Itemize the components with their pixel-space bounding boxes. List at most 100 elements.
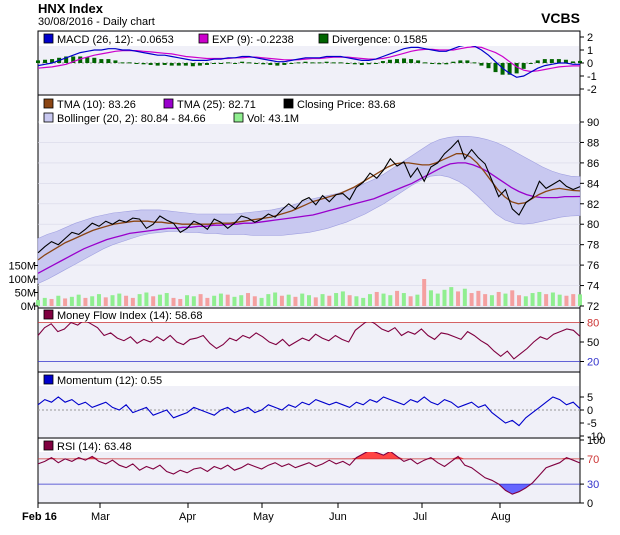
macd-divergence-bar-13: [127, 62, 132, 64]
mfi-legend-label-0: Money Flow Index (14): 58.68: [57, 310, 203, 322]
macd-divergence-bar-21: [183, 63, 188, 66]
macd-divergence-bar-54: [416, 60, 421, 63]
momentum-legend-label-0: Momentum (12): 0.55: [57, 375, 162, 387]
volume-bar-41: [313, 297, 318, 306]
macd-divergence-bar-20: [176, 63, 181, 66]
volume-bar-52: [388, 295, 393, 306]
volume-bar-40: [307, 295, 311, 306]
volume-bar-34: [266, 294, 271, 306]
volume-bar-80: [578, 294, 582, 306]
momentum-legend-bg: [39, 373, 579, 386]
volume-bar-37: [286, 294, 291, 306]
macd-divergence-bar-12: [120, 62, 125, 64]
macd-divergence-bar-35: [282, 63, 287, 65]
volume-bar-53: [395, 290, 400, 306]
volume-bar-62: [456, 291, 461, 306]
macd-legend-label-1: EXP (9): -0.2238: [212, 34, 294, 46]
macd-divergence-bar-75: [563, 59, 568, 63]
macd-divergence-bar-44: [345, 63, 350, 64]
macd-divergence-bar-69: [521, 63, 526, 69]
macd-divergence-bar-53: [409, 59, 414, 63]
volume-bar-48: [361, 297, 366, 306]
volume-bar-10: [103, 297, 108, 306]
macd-divergence-bar-36: [289, 63, 294, 64]
momentum-legend-swatch-0: [43, 374, 54, 385]
volume-bar-78: [564, 295, 569, 306]
macd-divergence-bar-65: [493, 63, 498, 73]
rsi-legend-swatch-0: [43, 440, 54, 451]
macd-divergence-bar-34: [275, 63, 280, 66]
macd-divergence-bar-7: [85, 57, 90, 63]
volume-bar-77: [557, 294, 562, 306]
price-bottom-legend-swatch-0: [43, 112, 54, 123]
volume-bar-71: [517, 295, 522, 306]
momentum-ytick-label-0: 5: [587, 392, 593, 404]
macd-divergence-bar-47: [366, 63, 371, 65]
macd-ytick-label-3: -1: [587, 71, 597, 83]
macd-divergence-bar-49: [380, 61, 385, 63]
macd-ytick-label-0: 2: [587, 32, 593, 44]
volume-bar-13: [124, 295, 129, 306]
macd-divergence-bar-32: [261, 63, 266, 65]
volume-bar-70: [510, 290, 515, 306]
volume-bar-57: [422, 279, 427, 306]
macd-divergence-bar-72: [542, 59, 547, 63]
rsi-line: [37, 449, 581, 495]
macd-divergence-bar-77: [578, 60, 582, 63]
chart-title: HNX Index: [38, 1, 104, 16]
macd-divergence-bar-59: [451, 61, 456, 63]
x-tick-label-3: May: [253, 511, 274, 523]
volume-bar-55: [408, 296, 413, 306]
macd-legend-swatch-1: [198, 33, 209, 44]
volume-bar-19: [164, 293, 169, 306]
volume-bar-50: [374, 291, 379, 306]
macd-divergence-bar-57: [437, 63, 442, 65]
volume-bar-24: [198, 294, 203, 306]
macd-divergence-bar-67: [507, 63, 512, 75]
volume-bar-6: [76, 294, 81, 306]
volume-bar-66: [483, 294, 488, 306]
price-bottom-legend-swatch-1: [233, 112, 244, 123]
volume-bar-68: [496, 291, 501, 306]
x-tick-label-4: Jun: [329, 511, 347, 523]
macd-divergence-bar-60: [458, 60, 463, 63]
macd-divergence-bar-2: [50, 59, 55, 63]
macd-divergence-bar-18: [162, 63, 167, 65]
bollinger-band: [37, 136, 581, 284]
macd-divergence-bar-40: [317, 62, 322, 64]
volume-bar-38: [293, 296, 298, 306]
macd-divergence-bar-19: [169, 63, 174, 66]
tma25-line: [37, 162, 581, 274]
macd-divergence-bar-41: [324, 61, 329, 63]
macd-divergence-bar-28: [233, 63, 238, 64]
macd-ytick-label-2: 0: [587, 58, 593, 70]
macd-divergence-bar-42: [331, 62, 336, 64]
price-top-legend-swatch-1: [163, 98, 174, 109]
volume-tick-label-0: 150M: [8, 261, 36, 273]
macd-divergence-bar-23: [197, 63, 202, 66]
x-tick-label-5: Jul: [413, 511, 427, 523]
momentum-line: [37, 396, 581, 427]
macd-divergence-bar-58: [444, 63, 449, 65]
rsi-oversold-fill: [38, 484, 580, 495]
volume-bar-16: [144, 292, 149, 306]
volume-bar-23: [191, 296, 196, 306]
macd-line: [37, 44, 580, 78]
mfi-legend-bg: [39, 309, 579, 322]
volume-bar-11: [110, 295, 115, 306]
macd-divergence-bar-51: [394, 59, 399, 63]
volume-bar-4: [63, 298, 68, 306]
price-ytick-label-1: 88: [587, 137, 599, 149]
volume-bar-30: [239, 295, 244, 306]
macd-divergence-bar-74: [556, 59, 561, 63]
price-top-legend-swatch-2: [283, 98, 294, 109]
macd-legend-bg: [39, 32, 579, 46]
macd-divergence-bar-33: [268, 63, 273, 65]
price-bottom-legend-label-0: Bollinger (20, 2): 80.84 - 84.66: [57, 113, 206, 125]
macd-divergence-bar-17: [155, 63, 160, 66]
price-top-legend-label-0: TMA (10): 83.26: [57, 99, 136, 111]
macd-ytick-label-4: -2: [587, 84, 597, 96]
volume-bar-27: [218, 293, 223, 306]
price-top-legend-label-1: TMA (25): 82.71: [177, 99, 256, 111]
